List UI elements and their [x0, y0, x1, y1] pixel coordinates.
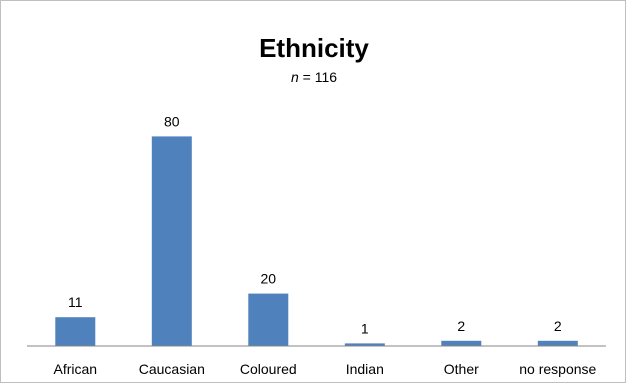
bar-caucasian	[151, 136, 192, 346]
tick-label-coloured: Coloured	[240, 361, 297, 377]
data-label-african: 11	[68, 294, 83, 310]
subtitle-rest: = 116	[299, 69, 337, 85]
tick-label-african: African	[54, 361, 98, 377]
data-label-indian: 1	[361, 320, 369, 336]
tick-label-other: Other	[444, 361, 479, 377]
chart-subtitle: n = 116	[291, 69, 337, 85]
bar-indian	[344, 343, 385, 346]
tick-label-indian: Indian	[346, 361, 384, 377]
bar-no-response	[537, 340, 578, 346]
labels-layer: 11 African 80 Caucasian 20 Coloured 1 Indian 2 Ot…	[54, 113, 597, 377]
bars-layer	[55, 136, 578, 346]
bar-coloured	[248, 293, 289, 346]
subtitle-italic-part: n	[291, 69, 299, 85]
data-label-coloured: 20	[261, 271, 277, 287]
data-label-no-response: 2	[554, 318, 562, 334]
tick-label-no-response: no response	[519, 361, 596, 377]
bar-african	[55, 317, 96, 346]
chart-title: Ethnicity	[259, 33, 369, 63]
tick-label-caucasian: Caucasian	[139, 361, 205, 377]
bar-other	[441, 340, 482, 346]
data-label-caucasian: 80	[164, 113, 180, 129]
data-label-other: 2	[457, 318, 465, 334]
